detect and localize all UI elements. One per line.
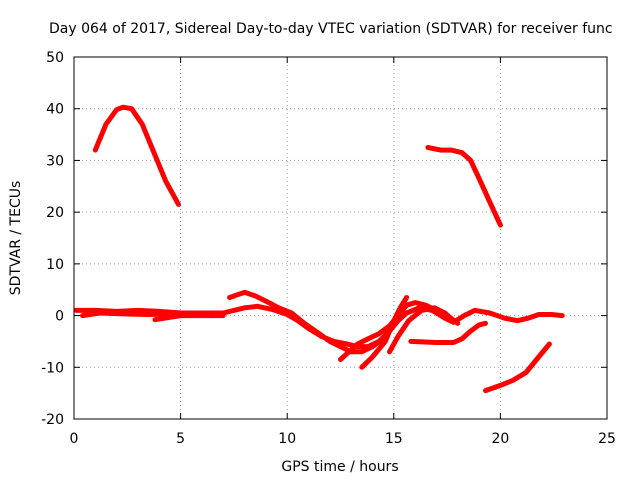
series-arc-11 (483, 341, 552, 394)
series-arc-9 (387, 305, 456, 355)
y-axis-label: SDTVAR / TECUs (8, 181, 24, 296)
plot-frame (73, 56, 608, 420)
series-arc-6 (227, 289, 386, 355)
ticks (73, 56, 608, 420)
series-arc-8 (359, 295, 410, 370)
x-tick-label: 15 (385, 431, 403, 447)
y-tick-label: -10 (41, 360, 64, 376)
x-axis-label: GPS time / hours (281, 459, 398, 475)
y-tick-label: 10 (46, 257, 64, 273)
y-tick-label: -20 (41, 412, 64, 428)
y-tick-label: 50 (46, 50, 64, 66)
y-tick-label: 20 (46, 205, 64, 221)
x-tick-label: 5 (176, 431, 185, 447)
series-arc-10 (408, 320, 488, 345)
x-tick-label: 20 (491, 431, 509, 447)
tick-labels: 0 5 10 15 20 25 -20 -10 0 10 20 30 40 50 (41, 50, 616, 447)
chart-title: Day 064 of 2017, Sidereal Day-to-day VTE… (49, 21, 613, 37)
x-tick-label: 25 (598, 431, 616, 447)
series-arc-5 (152, 313, 226, 323)
series-arc-1 (92, 104, 181, 207)
y-tick-label: 0 (55, 309, 64, 325)
grid (74, 57, 607, 419)
x-tick-label: 10 (278, 431, 296, 447)
y-tick-label: 40 (46, 102, 64, 118)
x-tick-label: 0 (70, 431, 79, 447)
series-group (73, 104, 565, 394)
series-arc-2 (425, 145, 503, 228)
y-tick-label: 30 (46, 153, 64, 169)
